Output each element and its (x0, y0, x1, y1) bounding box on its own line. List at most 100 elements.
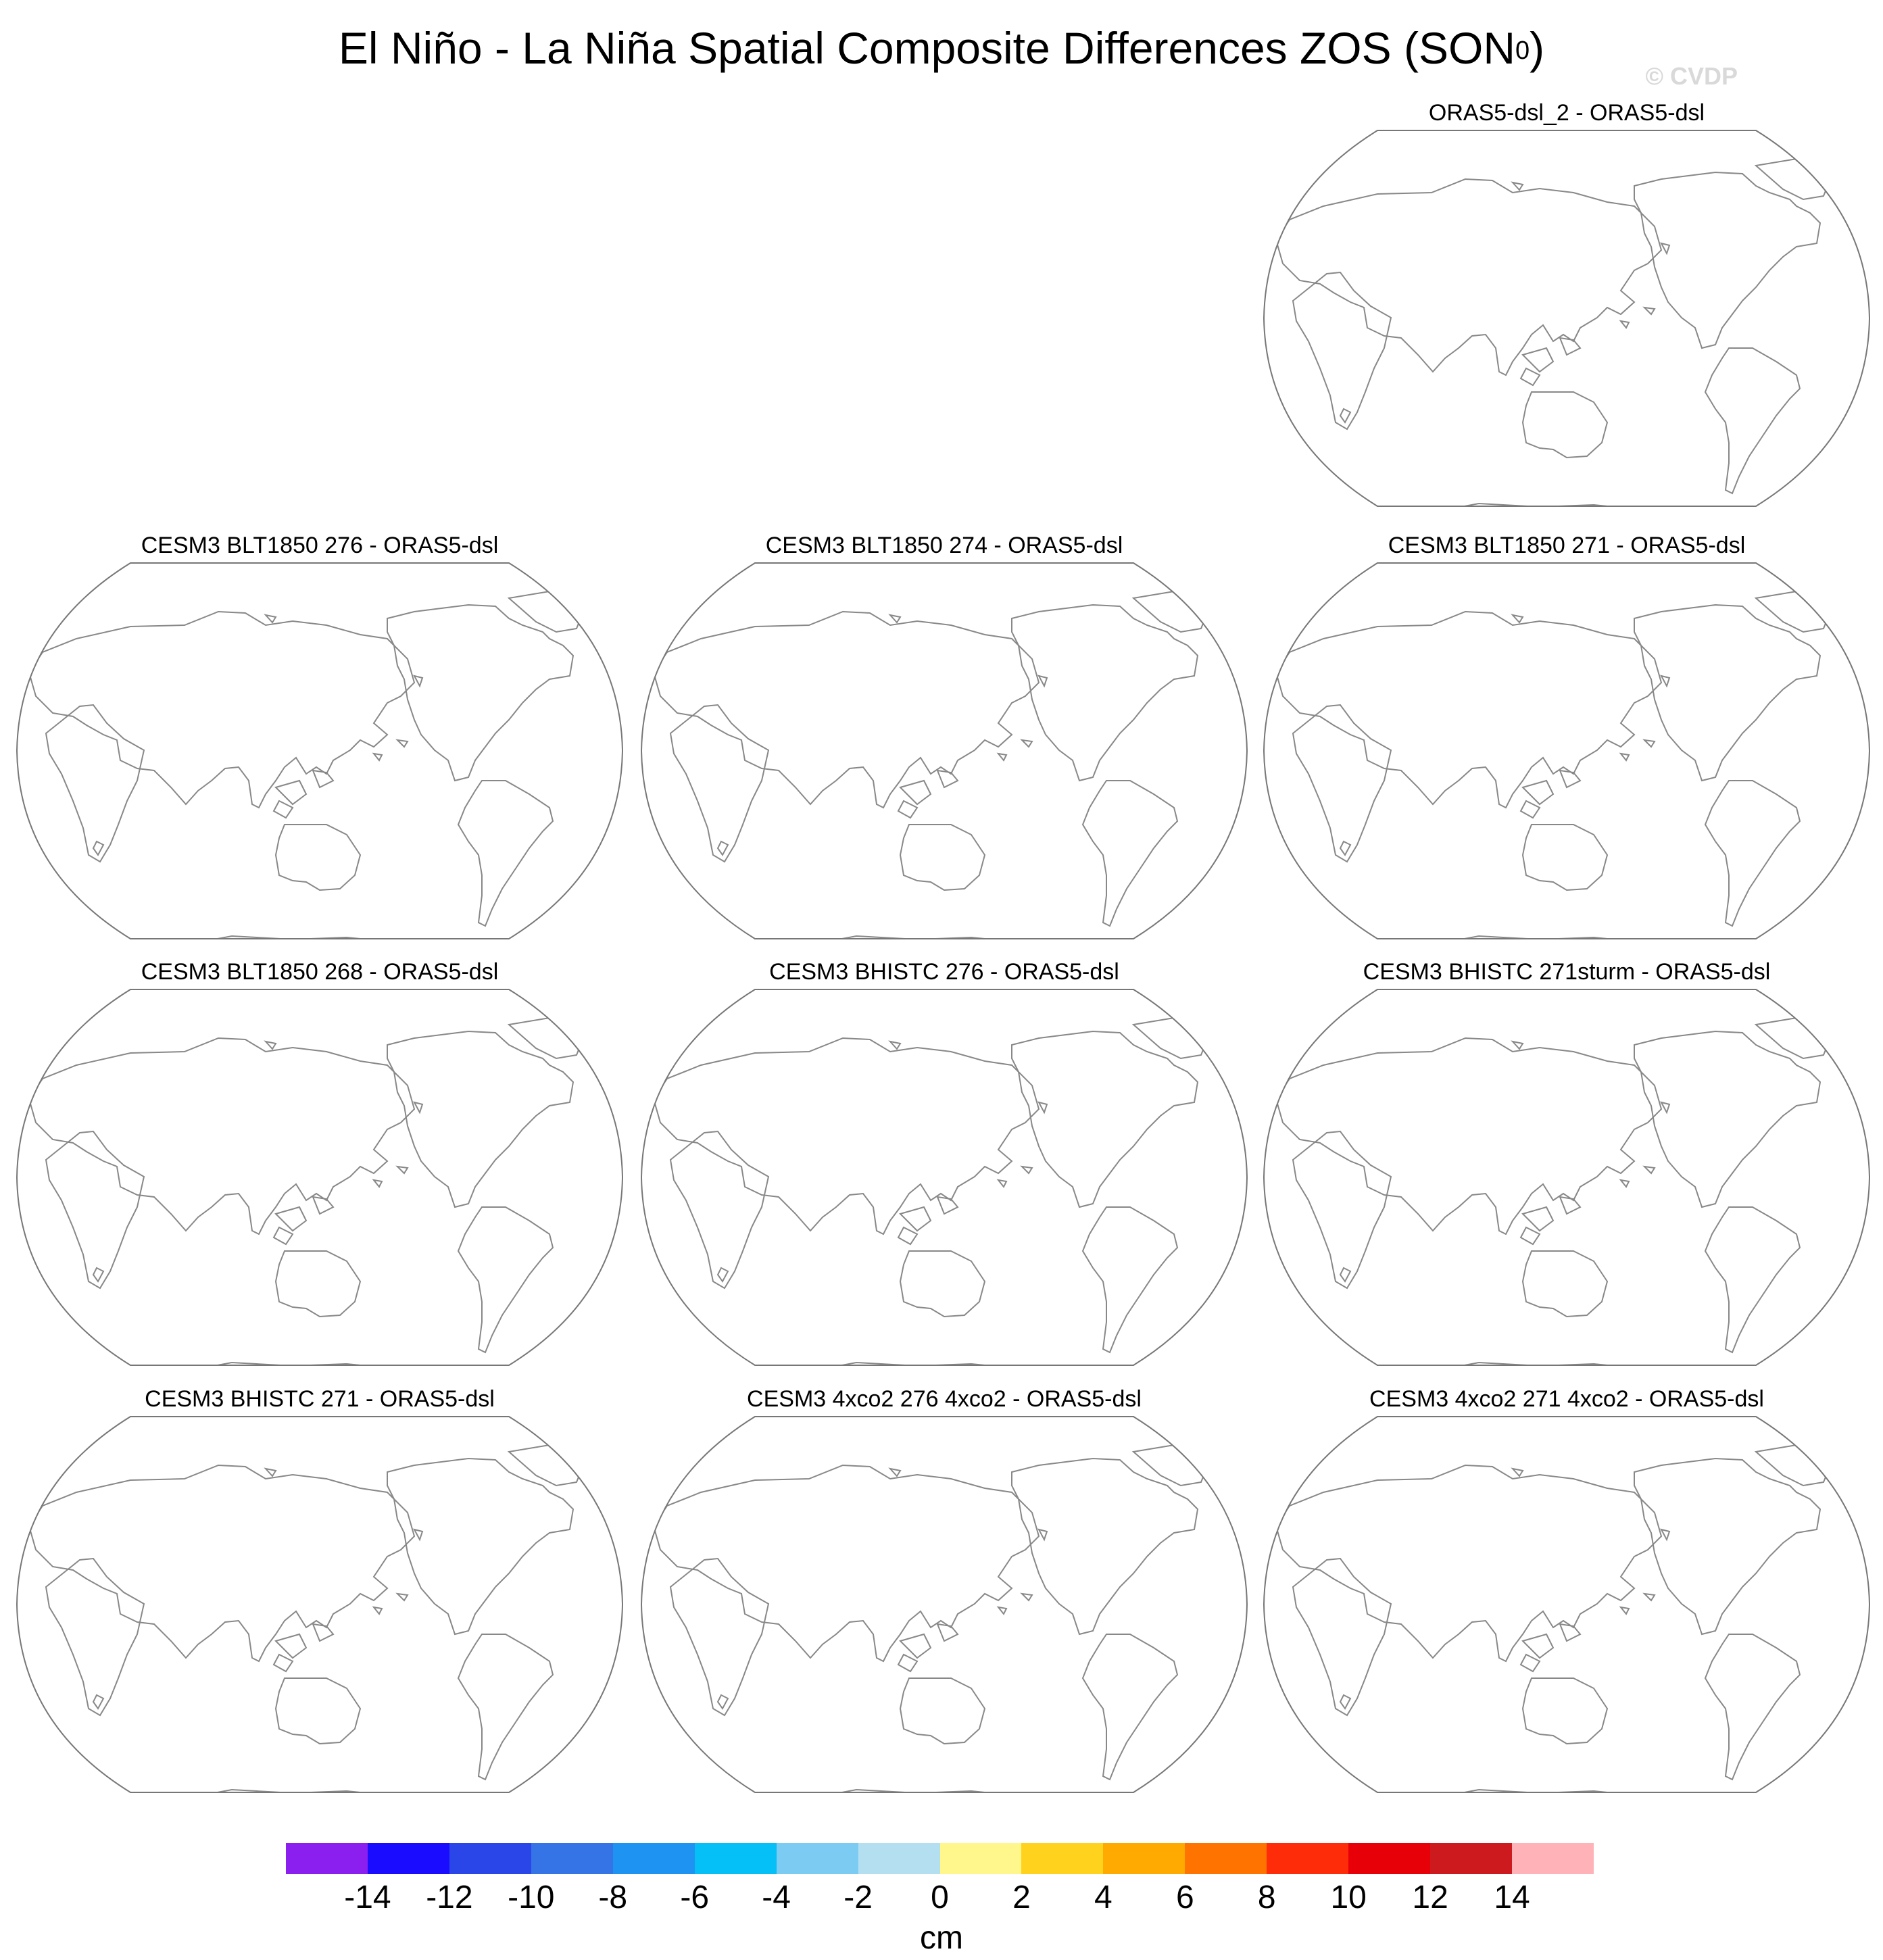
coastline (899, 1250, 986, 1318)
coastline (507, 1016, 585, 1060)
coastline (1037, 1101, 1048, 1114)
map-outline (16, 989, 624, 1366)
map-panel: CESM3 BLT1850 268 - ORAS5-dsl (9, 958, 631, 1377)
coastline (652, 1037, 1040, 1235)
coastline (1642, 1165, 1656, 1175)
coastline (1559, 337, 1582, 356)
coastline (936, 1196, 959, 1215)
coastline (264, 1467, 277, 1477)
coastline (395, 1592, 409, 1602)
panel-title: CESM3 BHISTC 271 - ORAS5-dsl (145, 1386, 495, 1412)
coastline (1131, 1016, 1209, 1060)
coastline (457, 1206, 554, 1354)
coastline (1519, 800, 1541, 819)
coastline (1292, 1130, 1392, 1290)
world-map (16, 989, 624, 1366)
panel-title: CESM3 BLT1850 274 - ORAS5-dsl (765, 533, 1123, 558)
colorbar-swatch (1512, 1843, 1594, 1874)
coastline (372, 1179, 383, 1188)
colorbar-labels: -14 -12 -10 -8 -6 -4 -2 0 2 4 6 8 10 12 14 (286, 1879, 1594, 1919)
world-map (1263, 562, 1871, 939)
coastline (45, 1557, 145, 1717)
coastline (1619, 752, 1630, 762)
coastline (28, 610, 416, 809)
coastline (1634, 604, 1821, 782)
coastline (1660, 242, 1671, 255)
panel-title: CESM3 4xco2 276 4xco2 - ORAS5-dsl (747, 1386, 1142, 1412)
coastline (1275, 1037, 1663, 1235)
coastline (1634, 171, 1821, 349)
coastline (1704, 1634, 1801, 1781)
colorbar-swatch (1103, 1843, 1185, 1874)
coastline (716, 1694, 729, 1710)
coastline (395, 739, 409, 748)
coastline (652, 610, 1040, 809)
coastline (1339, 408, 1352, 424)
world-map (640, 1416, 1248, 1793)
colorbar-tick-label: 0 (931, 1880, 949, 1915)
world-map (16, 1416, 624, 1793)
coastline (395, 1165, 409, 1175)
coastline (264, 614, 277, 624)
coastline (1660, 1101, 1671, 1114)
coastline (1521, 779, 1555, 806)
coastline (1634, 1030, 1821, 1208)
colorbar-tick-label: 8 (1257, 1880, 1276, 1915)
coastline (1020, 1592, 1033, 1602)
world-map (1263, 989, 1871, 1366)
coastline (1423, 502, 1689, 506)
coastline (716, 1267, 729, 1283)
colorbar-swatch (612, 1843, 695, 1874)
coastline (372, 1606, 383, 1615)
coastline (312, 1196, 335, 1215)
coastline (1704, 780, 1801, 927)
colorbar-swatch (1185, 1843, 1267, 1874)
coastline (899, 779, 932, 806)
coastline (274, 1250, 362, 1318)
world-map (640, 989, 1248, 1366)
coastline (264, 1040, 277, 1050)
coastline (1619, 320, 1630, 329)
coastline (716, 840, 729, 856)
coastline (28, 1464, 416, 1663)
world-map (1263, 1416, 1871, 1793)
coastline (272, 1653, 294, 1673)
coastline (1521, 391, 1609, 459)
map-outline (640, 1416, 1248, 1793)
coastline (1519, 1226, 1541, 1246)
coastline (996, 752, 1008, 762)
coastline (176, 1361, 442, 1365)
coastline (1704, 347, 1801, 495)
colorbar-tick-label: 10 (1330, 1880, 1367, 1915)
coastline (1511, 614, 1524, 624)
coastline (1511, 181, 1524, 191)
coastline (92, 1267, 105, 1283)
map-outline (16, 1416, 624, 1793)
colorbar-swatch (1267, 1843, 1349, 1874)
colorbar-swatch (776, 1843, 858, 1874)
coastline (888, 1467, 902, 1477)
coastline (1754, 590, 1832, 633)
colorbar-swatch (1430, 1843, 1513, 1874)
coastline (1660, 1528, 1671, 1542)
map-outline (16, 562, 624, 939)
coastline (176, 1788, 442, 1792)
coastline (652, 1464, 1040, 1663)
coastline (1521, 1206, 1555, 1232)
coastline (1521, 1250, 1609, 1318)
coastline (274, 1677, 362, 1745)
map-panel: CESM3 BLT1850 274 - ORAS5-dsl (633, 532, 1255, 951)
map-panel: CESM3 BLT1850 271 - ORAS5-dsl (1256, 532, 1878, 951)
colorbar-swatch (286, 1843, 368, 1874)
panel-title: CESM3 BLT1850 276 - ORAS5-dsl (141, 533, 499, 558)
coastline (45, 1130, 145, 1290)
coastline (457, 1634, 554, 1781)
coastline (1275, 1464, 1663, 1663)
figure-title-suffix: ) (1530, 23, 1545, 73)
colorbar-swatch (531, 1843, 613, 1874)
map-outline (1263, 989, 1871, 1366)
coastline (936, 769, 959, 789)
coastline (800, 935, 1067, 939)
coastline (996, 1179, 1008, 1188)
coastline (669, 1557, 770, 1717)
